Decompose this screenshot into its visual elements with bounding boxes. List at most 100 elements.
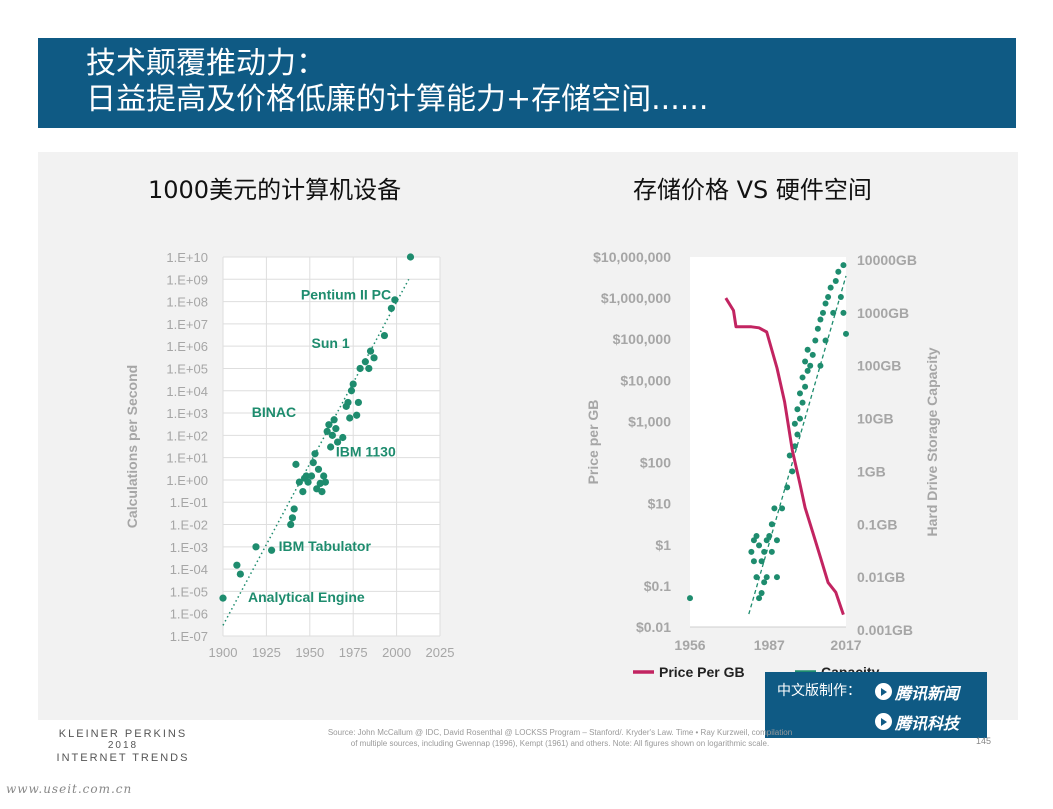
capacity-point (687, 595, 693, 602)
capacity-point (784, 484, 791, 491)
capacity-point (758, 558, 765, 565)
x-tick-label: 2025 (426, 645, 455, 660)
capacity-point (832, 278, 839, 285)
data-point (302, 472, 310, 480)
capacity-point (822, 337, 829, 344)
capacity-point (802, 383, 809, 390)
data-point (295, 478, 303, 486)
capacity-point (756, 542, 763, 549)
capacity-point (748, 548, 755, 555)
data-point (328, 431, 336, 439)
annotation-label: Pentium II PC (301, 287, 391, 303)
y-tick-label: 1.E+06 (166, 339, 208, 354)
data-point (233, 561, 241, 569)
title-line-1: 技术颠覆推动力： (86, 46, 326, 81)
capacity-point (799, 374, 806, 381)
data-point (361, 358, 369, 366)
data-point (366, 347, 375, 355)
y-tick-label: $100,000 (613, 331, 672, 347)
capacity-point (753, 574, 760, 581)
y2-tick-label: 0.1GB (857, 516, 897, 532)
footer-year: 2018 (107, 740, 139, 751)
capacity-point (837, 293, 844, 300)
capacity-point (794, 406, 801, 413)
capacity-point (840, 262, 847, 269)
data-point (365, 364, 373, 373)
site-url: www.useit.com.cn (6, 782, 133, 796)
data-point (314, 465, 323, 473)
data-point (356, 364, 364, 373)
data-point (268, 546, 276, 554)
capacity-point (812, 337, 819, 344)
capacity-point (758, 590, 765, 597)
data-point (309, 458, 317, 467)
credit-brand-tech: 腾讯科技 (895, 714, 960, 733)
data-point (339, 433, 347, 442)
data-point (288, 514, 297, 522)
tencent-logo-icon (875, 683, 892, 700)
x-tick-label: 1975 (339, 645, 368, 660)
y-tick-label: $0.01 (636, 619, 671, 635)
y2-tick-label: 10000GB (857, 252, 917, 268)
capacity-point (753, 533, 760, 540)
y-tick-label: $100 (640, 455, 671, 471)
data-point (330, 416, 338, 424)
y-tick-label: 1.E+01 (166, 451, 208, 466)
data-point (344, 398, 352, 407)
data-point (307, 472, 316, 480)
data-point (321, 478, 330, 486)
y-tick-label: $1 (655, 537, 671, 553)
capacity-point (766, 533, 773, 540)
y-tick-label: 1.E-03 (170, 540, 208, 555)
title-line-2: 日益提高及价格低廉的计算能力+存储空间...... (86, 82, 709, 117)
y2-tick-label: 0.001GB (857, 622, 913, 638)
capacity-point (796, 390, 803, 397)
y-tick-label: 1.E+09 (166, 272, 208, 287)
capacity-point (804, 367, 811, 374)
capacity-point (761, 579, 768, 586)
capacity-point (835, 268, 842, 275)
capacity-point (819, 309, 826, 316)
y-tick-label: 1.E+08 (166, 295, 208, 310)
y-tick-label: $10,000 (620, 372, 671, 388)
x-tick-label: 1925 (252, 645, 281, 660)
data-point (290, 505, 298, 513)
title-banner: 技术颠覆推动力： 日益提高及价格低廉的计算能力+存储空间...... (38, 38, 1016, 128)
source-line-1: Source: John McCallum @ IDC, David Rosen… (327, 728, 793, 737)
price-line (724, 297, 845, 616)
y2-axis-label: Hard Drive Storage Capacity (924, 347, 940, 536)
data-point (219, 594, 227, 602)
capacity-point (830, 309, 837, 316)
y-tick-label: 1.E-02 (170, 518, 208, 533)
data-point (346, 414, 354, 422)
data-point (304, 478, 312, 486)
data-point (354, 398, 363, 407)
footer-branding: KLEINER PERKINS 2018 INTERNET TRENDS (48, 728, 198, 764)
capacity-point (771, 505, 778, 512)
y-tick-label: $0.1 (644, 578, 671, 594)
data-point (370, 354, 378, 362)
annotation-label: BINAC (252, 404, 296, 420)
legend-label-price: Price Per GB (659, 664, 745, 680)
data-point (323, 427, 331, 436)
annotation-label: Sun 1 (311, 335, 349, 351)
data-point (387, 304, 395, 312)
capacity-point (799, 399, 806, 406)
capacity-point (756, 595, 763, 602)
source-line-2: of multiple sources, including Gwennap (… (350, 739, 770, 748)
y-tick-label: 1.E+05 (166, 361, 208, 376)
credit-brand-news: 腾讯新闻 (895, 684, 960, 703)
data-point (292, 460, 300, 468)
y-tick-label: $10 (648, 496, 672, 512)
x-tick-label: 1900 (209, 645, 238, 660)
y-axis-label: Calculations per Second (124, 365, 140, 528)
capacity-point (817, 362, 824, 369)
y2-tick-label: 0.01GB (857, 569, 905, 585)
y2-tick-label: 100GB (857, 358, 901, 374)
data-point (332, 425, 340, 433)
data-point (349, 380, 357, 388)
y-tick-label: 1.E+03 (166, 406, 208, 421)
data-point (333, 438, 342, 446)
data-point (380, 331, 389, 340)
capacity-point (796, 415, 803, 422)
